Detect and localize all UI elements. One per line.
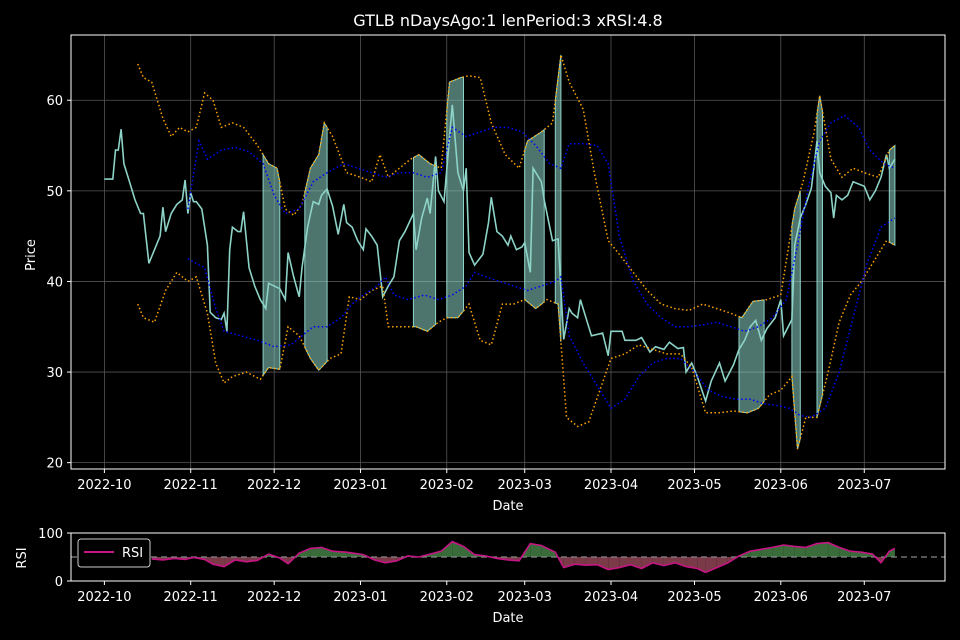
rsi-fill-above bbox=[541, 545, 556, 557]
main-x-axis-label: Date bbox=[492, 499, 523, 514]
upper-band-line bbox=[137, 54, 896, 319]
main-x-tick-label: 2022-12 bbox=[247, 478, 301, 493]
rsi-fill-below bbox=[585, 557, 598, 566]
rsi-fill-below bbox=[608, 557, 620, 570]
main-plot-frame bbox=[70, 34, 946, 470]
main-x-tick-label: 2023-03 bbox=[498, 478, 552, 493]
rsi-fill-above bbox=[783, 545, 795, 557]
rsi-fill-above bbox=[310, 547, 322, 557]
rsi-fill-above bbox=[794, 546, 806, 557]
rsi-fill-below bbox=[716, 557, 728, 568]
rsi-x-tick-label: 2022-10 bbox=[77, 590, 131, 605]
rsi-x-axis-label: Date bbox=[492, 611, 523, 626]
rsi-fill-above bbox=[828, 542, 840, 557]
rsi-fill-below bbox=[686, 557, 698, 569]
rsi-fill-below bbox=[574, 557, 586, 566]
main-y-tick-label: 50 bbox=[46, 185, 63, 200]
main-y-tick-label: 20 bbox=[46, 457, 63, 472]
rsi-x-tick-label: 2023-07 bbox=[837, 590, 891, 605]
band-fill-area bbox=[446, 76, 464, 319]
rsi-fill-below bbox=[675, 557, 687, 567]
rsi-fill-below bbox=[385, 557, 397, 563]
main-y-axis-label: Price bbox=[24, 239, 39, 271]
main-x-tick-label: 2022-11 bbox=[164, 478, 218, 493]
rsi-fill-above bbox=[839, 547, 851, 557]
rsi-x-tick-label: 2022-11 bbox=[164, 590, 218, 605]
main-x-tick-label: 2023-05 bbox=[667, 478, 721, 493]
lower-band-line bbox=[137, 239, 896, 450]
rsi-lines bbox=[71, 540, 945, 574]
rsi-y-tick-label: 100 bbox=[38, 527, 63, 542]
rsi-x-tick-label: 2023-02 bbox=[420, 590, 474, 605]
band-fill-area bbox=[262, 152, 281, 378]
rsi-fill-above bbox=[817, 542, 829, 557]
rsi-x-tick-label: 2023-06 bbox=[754, 590, 808, 605]
rsi-line bbox=[151, 540, 896, 574]
rsi-fill-above bbox=[772, 545, 784, 557]
rsi-fill-above bbox=[299, 548, 311, 557]
main-x-tick-label: 2023-04 bbox=[584, 478, 638, 493]
mid-band-line bbox=[187, 114, 896, 333]
main-y-tick-label: 60 bbox=[46, 94, 63, 109]
rsi-y-tick-label: 0 bbox=[55, 575, 63, 590]
main-y-tick-label: 40 bbox=[46, 275, 63, 290]
rsi-fill-below bbox=[697, 557, 706, 573]
main-grid bbox=[71, 35, 945, 469]
price-line bbox=[104, 104, 896, 404]
main-x-ticks: 2022-10 2022-11 2022-12 2023-01 2023-02 2023-… bbox=[77, 469, 891, 493]
rsi-fill-above bbox=[441, 541, 453, 557]
rsi-fill-above bbox=[530, 543, 542, 557]
main-x-tick-label: 2022-10 bbox=[77, 478, 131, 493]
main-y-tick-label: 30 bbox=[46, 366, 63, 381]
rsi-x-tick-label: 2023-04 bbox=[584, 590, 638, 605]
band-fill-area bbox=[524, 128, 545, 310]
rsi-x-tick-label: 2023-01 bbox=[333, 590, 387, 605]
rsi-x-tick-label: 2022-12 bbox=[247, 590, 301, 605]
band-fill-area bbox=[554, 54, 562, 342]
rsi-x-ticks: 2022-10 2022-11 2022-12 2023-01 2023-02 2023-… bbox=[77, 581, 891, 605]
main-x-tick-label: 2023-02 bbox=[420, 478, 474, 493]
rsi-fill-below bbox=[641, 557, 653, 569]
rsi-fill-above bbox=[761, 547, 773, 557]
rsi-fill-above bbox=[321, 547, 333, 557]
rsi-x-tick-label: 2023-05 bbox=[667, 590, 721, 605]
rsi-legend-label: RSI bbox=[122, 546, 143, 561]
rsi-legend: RSI bbox=[77, 538, 151, 568]
main-x-tick-label: 2023-06 bbox=[754, 478, 808, 493]
chart-title: GTLB nDaysAgo:1 lenPeriod:3 xRSI:4.8 bbox=[353, 11, 662, 30]
main-x-tick-label: 2023-01 bbox=[333, 478, 387, 493]
rsi-plot-frame bbox=[70, 532, 946, 582]
rsi-fill-below bbox=[597, 557, 609, 570]
main-lines bbox=[104, 54, 896, 450]
rsi-x-tick-label: 2023-03 bbox=[498, 590, 552, 605]
main-x-tick-label: 2023-07 bbox=[837, 478, 891, 493]
main-y-ticks: 20 30 40 50 60 bbox=[46, 94, 71, 472]
rsi-y-axis-label: RSI bbox=[15, 547, 30, 568]
rsi-y-ticks: 0 100 bbox=[38, 527, 71, 590]
